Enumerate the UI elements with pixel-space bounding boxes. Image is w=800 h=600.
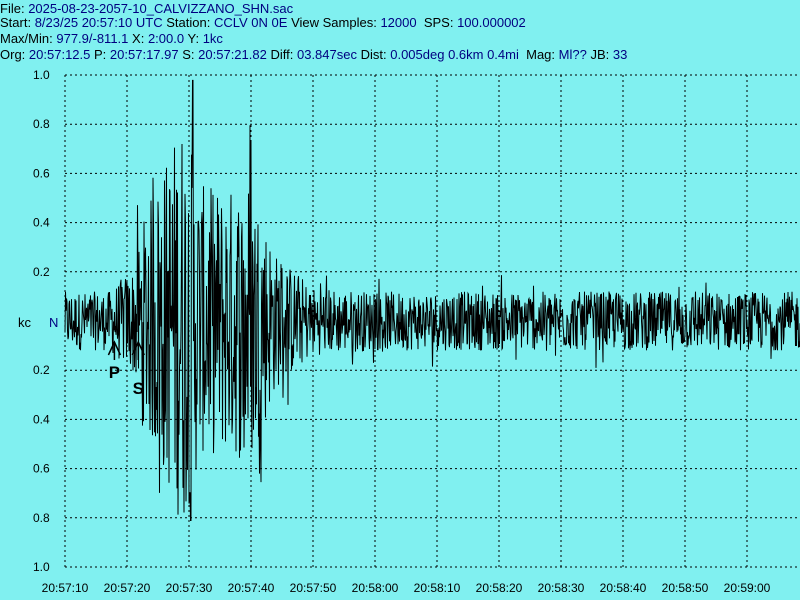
- phase-marker-label: S: [133, 379, 144, 398]
- y-tick-label: 1.0: [33, 560, 50, 574]
- mag-label: Mag:: [526, 47, 556, 62]
- file-line: File: 2025-08-23-2057-10_CALVIZZANO_SHN.…: [0, 1, 780, 17]
- maxmin-value: 977.9/-811.1: [56, 31, 129, 46]
- station-value: CCLV 0N 0E: [213, 15, 288, 30]
- y-tick-label: 0.6: [33, 166, 50, 180]
- view-samples-label: View Samples:: [291, 15, 377, 30]
- y-tick-label: 0.8: [33, 117, 50, 131]
- org-label: Org:: [0, 47, 26, 62]
- y-tick-label: 0.2: [33, 265, 50, 279]
- org-value: 20:57:12.5: [28, 47, 91, 62]
- diff-value: 03.847sec: [296, 47, 357, 62]
- y-tick-label: 0.2: [33, 363, 50, 377]
- y-tick-label: 0.4: [33, 216, 50, 230]
- x-tick-label: 20:58:00: [352, 581, 399, 595]
- dist-value: 0.005deg 0.6km 0.4mi: [390, 47, 519, 62]
- x-tick-label: 20:58:50: [662, 581, 709, 595]
- sps-value: 100.000002: [457, 15, 526, 30]
- y-scale-value: 1kc: [202, 31, 223, 46]
- x-tick-label: 20:59:00: [724, 581, 771, 595]
- seismic-trace: [64, 79, 800, 521]
- y-tick-label: 0.6: [33, 462, 50, 476]
- x-scale-label: X:: [132, 31, 145, 46]
- view-samples-value: 12000: [380, 15, 417, 30]
- diff-label: Diff:: [270, 47, 294, 62]
- y-tick-label: 1.0: [33, 68, 50, 82]
- y-axis-ticks: 1.0 0.8 0.6 0.4 0.2 0.2 0.4 0.6 0.8 1.0: [33, 68, 50, 574]
- s-label: S:: [182, 47, 195, 62]
- header-line-start: Start: 8/23/25 20:57:10 UTC Station: CCL…: [0, 15, 526, 31]
- s-value: 20:57:21.82: [198, 47, 267, 62]
- header-line-maxmin: Max/Min: 977.9/-811.1 X: 2:00.0 Y: 1kc: [0, 31, 223, 47]
- x-tick-label: 20:57:50: [290, 581, 337, 595]
- phase-markers: PS: [107, 340, 145, 398]
- y-tick-label: 0.8: [33, 511, 50, 525]
- sps-label: SPS:: [423, 15, 454, 30]
- x-tick-label: 20:58:30: [538, 581, 585, 595]
- y-tick-label: 0.4: [33, 412, 50, 426]
- mag-value: Ml??: [558, 47, 587, 62]
- x-tick-label: 20:57:30: [166, 581, 213, 595]
- file-label: File:: [0, 1, 25, 16]
- x-scale-value: 2:00.0: [147, 31, 185, 46]
- x-tick-label: 20:58:40: [600, 581, 647, 595]
- x-axis-ticks: 20:57:10 20:57:20 20:57:30 20:57:40 20:57:50…: [42, 581, 771, 595]
- start-label: Start:: [0, 15, 32, 30]
- x-tick-label: 20:58:20: [476, 581, 523, 595]
- maxmin-label: Max/Min:: [0, 31, 53, 46]
- jb-value: 33: [612, 47, 628, 62]
- x-tick-label: 20:57:10: [42, 581, 89, 595]
- p-label: P:: [94, 47, 107, 62]
- x-tick-label: 20:57:20: [104, 581, 151, 595]
- p-value: 20:57:17.97: [109, 47, 179, 62]
- file-value: 2025-08-23-2057-10_CALVIZZANO_SHN.sac: [28, 1, 294, 16]
- jb-label: JB:: [590, 47, 610, 62]
- dist-label: Dist:: [360, 47, 387, 62]
- station-label: Station:: [166, 15, 211, 30]
- header-line-origin: Org: 20:57:12.5 P: 20:57:17.97 S: 20:57:…: [0, 47, 627, 63]
- channel-label: N: [49, 315, 58, 330]
- phase-marker-label: P: [109, 363, 120, 382]
- y-unit-label: kc: [18, 315, 32, 330]
- start-value: 8/23/25 20:57:10 UTC: [34, 15, 163, 30]
- y-scale-label: Y:: [187, 31, 200, 46]
- x-tick-label: 20:57:40: [228, 581, 275, 595]
- x-tick-label: 20:58:10: [414, 581, 461, 595]
